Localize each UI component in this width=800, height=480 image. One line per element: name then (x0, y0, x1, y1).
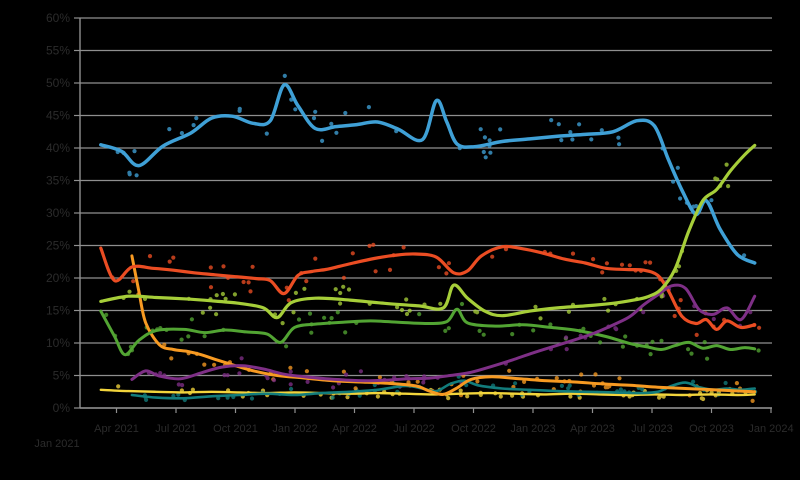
series-line-orange (130, 254, 757, 396)
y-tick-label: 40% (46, 141, 70, 155)
y-tick-label: 10% (46, 336, 70, 350)
x-tick-label: Jan 2024 (748, 423, 793, 435)
y-tick-label: 25% (46, 239, 70, 253)
series-line-teal (130, 379, 756, 400)
x-tick-label: Jan 2022 (272, 423, 317, 435)
scatter-blue (115, 73, 747, 258)
series-line-light-green (99, 143, 757, 320)
series-line-blue (99, 83, 757, 265)
x-tick-label: Apr 2022 (332, 423, 377, 435)
x-tick-label: Apr 2021 (94, 423, 139, 435)
y-tick-label: 20% (46, 271, 70, 285)
y-tick-label: 50% (46, 76, 70, 90)
series-line-purple (130, 283, 757, 383)
series-line-dark-green (99, 307, 757, 357)
y-tick-label: 55% (46, 44, 70, 58)
y-tick-label: 5% (53, 369, 71, 383)
series-line-red-orange (99, 244, 757, 331)
x-tick-label: Oct 2022 (451, 423, 496, 435)
y-tick-label: 30% (46, 206, 70, 220)
x-tick-label: Jul 2023 (631, 423, 673, 435)
x-tick-label: Oct 2021 (213, 423, 258, 435)
y-tick-label: 0% (53, 401, 71, 415)
x-tick-label: Jan 2023 (510, 423, 555, 435)
y-tick-label: 15% (46, 304, 70, 318)
y-tick-label: 45% (46, 109, 70, 123)
x-tick-label: Oct 2023 (689, 423, 734, 435)
x-tick-label: Jul 2022 (393, 423, 435, 435)
x-tick-label: Jan 2021 (34, 438, 79, 450)
y-tick-label: 60% (46, 11, 70, 25)
x-tick-label: Jul 2021 (155, 423, 197, 435)
x-tick-label: Apr 2023 (570, 423, 615, 435)
y-tick-label: 35% (46, 174, 70, 188)
series-line-yellow (99, 388, 756, 397)
